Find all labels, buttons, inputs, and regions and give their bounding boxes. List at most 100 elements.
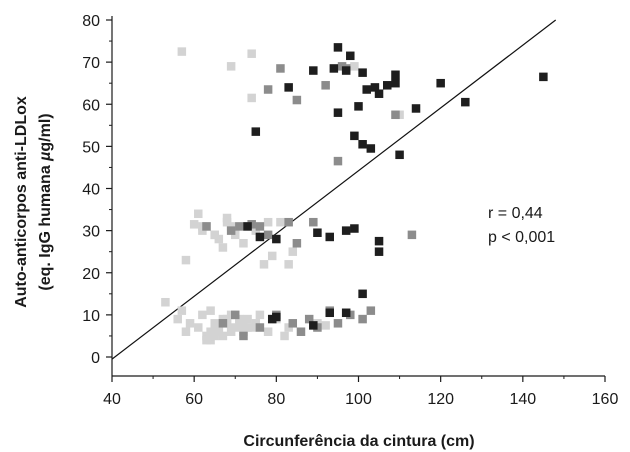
data-point [350, 131, 359, 141]
y-tick-label: 30 [82, 224, 100, 241]
data-point [333, 108, 343, 117]
data-point [239, 331, 248, 341]
data-point [284, 217, 293, 227]
data-point [255, 232, 265, 242]
data-point [313, 228, 322, 237]
x-tick-label: 100 [345, 391, 372, 408]
x-tick-label: 40 [103, 391, 121, 408]
data-point [341, 308, 351, 318]
data-point [374, 247, 384, 256]
data-point [218, 319, 228, 328]
data-point [243, 222, 252, 231]
data-point [407, 230, 417, 240]
data-point [391, 110, 400, 120]
data-point [263, 327, 273, 336]
data-point [539, 72, 548, 82]
data-point [189, 220, 199, 229]
data-point [255, 323, 265, 332]
data-point [161, 297, 170, 307]
data-point [383, 81, 392, 90]
data-point [198, 310, 207, 320]
data-point [374, 89, 384, 98]
data-point [321, 321, 330, 330]
y-axis-title-units: (eq. IgG humana µg/ml) [37, 113, 54, 290]
data-points-layer [161, 43, 548, 345]
data-point [206, 306, 215, 315]
data-point [391, 78, 400, 88]
data-point [218, 243, 228, 252]
data-point [272, 234, 281, 244]
data-point [247, 93, 256, 103]
data-point [272, 312, 281, 322]
data-point [436, 78, 445, 88]
data-point [329, 64, 339, 73]
data-point [309, 66, 318, 75]
y-tick-label: 80 [82, 13, 100, 30]
data-point [284, 83, 293, 92]
data-point [292, 95, 302, 105]
data-point [194, 323, 203, 332]
data-point [226, 327, 236, 336]
data-point [358, 314, 367, 324]
data-point [243, 323, 252, 332]
data-point [288, 247, 298, 256]
data-point [362, 85, 371, 94]
x-tick-label: 160 [592, 391, 619, 408]
data-point [251, 127, 261, 136]
data-point [202, 335, 211, 345]
data-point [358, 68, 367, 77]
y-tick-label: 40 [82, 182, 100, 199]
data-point [284, 260, 293, 269]
data-point [354, 102, 363, 111]
data-point [226, 226, 236, 235]
y-tick-label: 50 [82, 139, 100, 156]
data-point [181, 255, 191, 265]
data-point [370, 83, 380, 92]
trendline-layer [111, 19, 557, 360]
data-point [358, 140, 367, 149]
data-point [333, 319, 343, 328]
data-point [247, 49, 256, 58]
data-point [346, 51, 355, 61]
data-point [210, 331, 219, 341]
data-point [309, 217, 318, 227]
data-point [185, 319, 195, 328]
data-point [202, 222, 211, 231]
data-point [350, 62, 359, 71]
data-point [173, 314, 182, 324]
correlation-annotation: r = 0,44 [488, 205, 543, 222]
data-point [341, 226, 351, 235]
x-tick-label: 120 [427, 391, 454, 408]
data-point [296, 327, 306, 336]
data-point [321, 81, 330, 90]
data-point [181, 327, 191, 336]
y-tick-label: 20 [82, 266, 100, 283]
data-point [255, 310, 265, 320]
data-point [194, 209, 203, 219]
data-point [333, 43, 343, 52]
data-point [263, 85, 273, 94]
data-point [358, 289, 367, 299]
y-tick-label: 10 [82, 308, 100, 325]
data-point [325, 308, 334, 318]
data-point [288, 319, 298, 328]
data-point [325, 232, 334, 242]
data-point [276, 217, 285, 227]
y-tick-label: 60 [82, 97, 100, 114]
data-point [226, 62, 236, 71]
trend-line [111, 19, 557, 360]
y-axis-title: Auto-anticorpos anti-LDLox [13, 96, 30, 308]
data-point [239, 239, 248, 248]
p-value-annotation: p < 0,001 [488, 229, 555, 246]
data-point [309, 321, 318, 330]
x-tick-label: 140 [509, 391, 536, 408]
data-point [461, 97, 470, 107]
data-point [235, 222, 244, 231]
data-point [391, 70, 400, 80]
data-point [395, 150, 404, 160]
x-tick-label: 80 [267, 391, 285, 408]
data-point [280, 331, 289, 341]
data-point [366, 306, 376, 315]
data-point [231, 310, 240, 320]
